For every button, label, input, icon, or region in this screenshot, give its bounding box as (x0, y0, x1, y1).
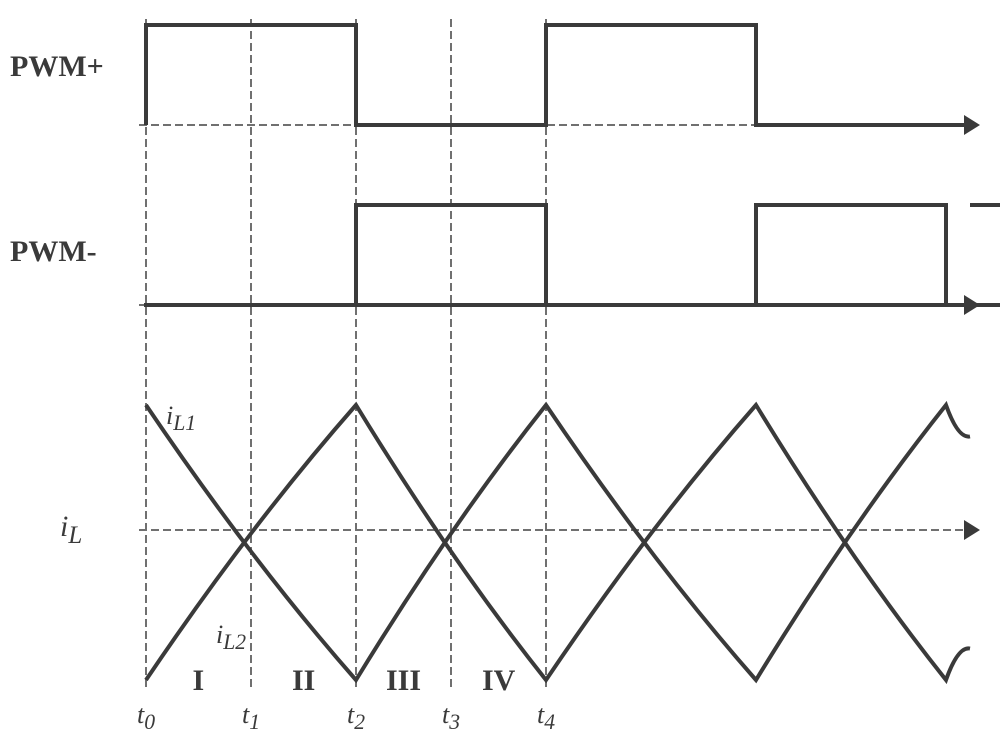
time-tick-label: t2 (347, 700, 365, 735)
time-tick-label: t1 (242, 700, 260, 735)
region-label: I (193, 664, 205, 698)
pwm-plus-label: PWM+ (10, 50, 104, 84)
iL2-curve-label: iL2 (216, 620, 246, 655)
iL-axis-label: iL (60, 510, 82, 550)
pwm-minus-label: PWM- (10, 235, 97, 269)
timing-diagram (0, 0, 1000, 754)
time-tick-label: t4 (537, 700, 555, 735)
time-tick-label: t3 (442, 700, 460, 735)
region-label: IV (482, 664, 515, 698)
region-label: II (292, 664, 315, 698)
time-tick-label: t0 (137, 700, 155, 735)
region-label: III (386, 664, 421, 698)
iL1-curve-label: iL1 (166, 401, 196, 436)
